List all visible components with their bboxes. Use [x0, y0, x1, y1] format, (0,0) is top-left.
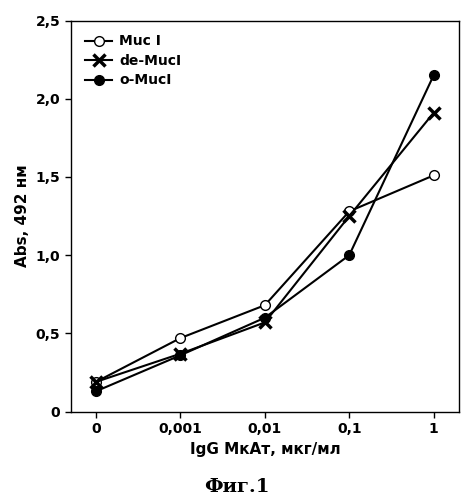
- Muc I: [93, 379, 99, 385]
- Line: Muc I: Muc I: [91, 171, 438, 387]
- Text: Фиг.1: Фиг.1: [204, 478, 270, 496]
- Line: de-MucI: de-MucI: [90, 107, 440, 388]
- o-MucI: [178, 352, 183, 358]
- Legend: Muc I, de-MucI, o-MucI: Muc I, de-MucI, o-MucI: [78, 27, 188, 94]
- o-MucI: [262, 315, 268, 321]
- de-MucI: [93, 379, 99, 385]
- Muc I: [262, 302, 268, 308]
- X-axis label: IgG МкАт, мкг/мл: IgG МкАт, мкг/мл: [190, 442, 340, 457]
- o-MucI: [346, 252, 352, 258]
- Muc I: [178, 335, 183, 341]
- Line: o-MucI: o-MucI: [91, 70, 438, 396]
- o-MucI: [93, 388, 99, 394]
- Y-axis label: Abs, 492 нм: Abs, 492 нм: [15, 165, 30, 267]
- Muc I: [346, 209, 352, 215]
- Muc I: [431, 172, 437, 178]
- de-MucI: [178, 351, 183, 357]
- o-MucI: [431, 72, 437, 78]
- de-MucI: [431, 110, 437, 116]
- de-MucI: [346, 213, 352, 219]
- de-MucI: [262, 319, 268, 325]
